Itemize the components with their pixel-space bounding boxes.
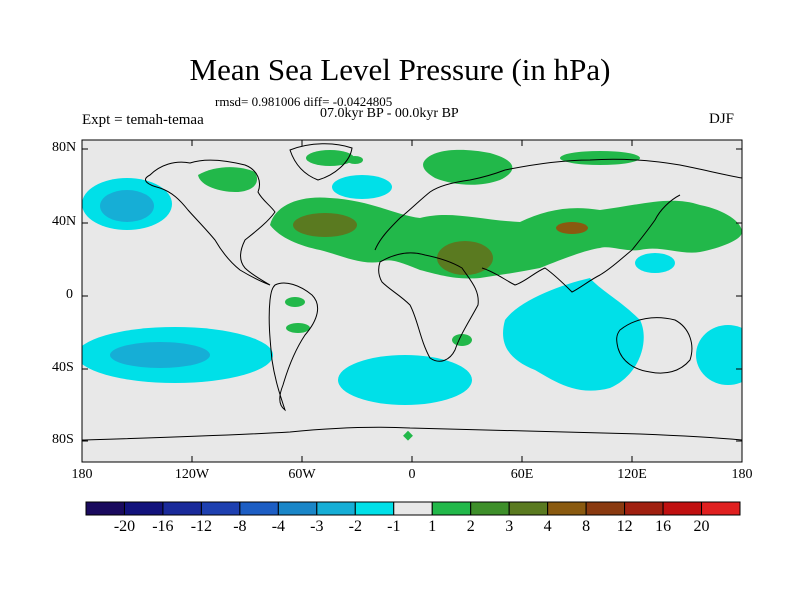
colorbar-label: 20 <box>693 518 710 535</box>
scandinavia-high <box>423 149 513 185</box>
west-pacific-low <box>635 253 675 273</box>
colorbar-box <box>239 501 279 516</box>
central-asia-high-core <box>556 222 588 234</box>
negative-anomaly-regions <box>82 175 742 405</box>
map-title: Mean Sea Level Pressure (in hPa) <box>189 52 611 87</box>
north-atlantic-high <box>198 167 258 192</box>
lat-label-40s: 40S <box>52 360 74 375</box>
colorbar-box <box>162 501 202 516</box>
south-pacific-low-core <box>110 342 210 368</box>
south-america-spot <box>286 323 310 333</box>
colorbar-box <box>316 501 356 516</box>
east-pacific-low <box>696 325 742 385</box>
colorbar-box <box>354 501 395 516</box>
south-america-coast <box>268 282 319 412</box>
north-pacific-low-core <box>100 190 154 222</box>
colorbar-box <box>662 501 703 516</box>
axis-ticks <box>82 140 742 462</box>
lon-label-60w: 60W <box>288 467 316 482</box>
colorbar-box <box>277 501 318 516</box>
colorbar-label: 4 <box>543 518 552 535</box>
colorbar-box <box>470 501 510 516</box>
north-america-coast <box>145 159 276 286</box>
colorbar-label: -20 <box>113 518 136 535</box>
lat-label-40n: 40N <box>52 214 77 229</box>
south-atlantic-low <box>338 355 472 405</box>
lon-label-120e: 120E <box>617 467 647 482</box>
colorbar-label: 12 <box>616 518 633 535</box>
colorbar-box <box>85 501 125 516</box>
colorbar-box <box>393 501 433 516</box>
australia-coast <box>616 317 693 374</box>
atlantic-spot <box>285 297 305 307</box>
siberia-high <box>560 151 640 165</box>
lat-label-80n: 80N <box>52 140 77 155</box>
colorbar-box <box>200 501 241 516</box>
period-text: 07.0kyr BP - 00.0kyr BP <box>320 106 459 121</box>
lat-label-0: 0 <box>66 287 73 302</box>
antarctic-spot <box>403 430 413 441</box>
africa-coast <box>378 252 479 362</box>
colorbar-label: -1 <box>387 518 401 535</box>
arctic-low <box>332 175 392 199</box>
colorbar-box <box>547 501 587 516</box>
colorbar-label: -8 <box>233 518 247 535</box>
colorbar-label: -3 <box>310 518 324 535</box>
colorbar-box <box>701 501 741 516</box>
lon-label-0: 0 <box>408 467 416 482</box>
experiment-label: Expt = temah-temaa <box>82 112 204 128</box>
colorbar-box <box>585 501 626 516</box>
mediterranean-high-core <box>293 213 357 237</box>
lon-label-60e: 60E <box>510 467 534 482</box>
antarctica-coast <box>82 426 742 441</box>
arctic-spot <box>347 156 363 164</box>
stats-text: rmsd= 0.981006 diff= -0.0424805 <box>215 94 393 109</box>
colorbar-box <box>123 501 164 516</box>
europe-coast <box>374 169 506 251</box>
lon-label-180e: 180 <box>731 467 753 482</box>
arabia-high-core <box>437 241 493 275</box>
colorbar-label: 16 <box>655 518 672 535</box>
greenland-coast <box>289 143 353 181</box>
coastlines <box>82 143 742 441</box>
colorbar-label: -12 <box>190 518 213 535</box>
indian-ocean-low <box>503 278 644 391</box>
greenland-high <box>306 150 354 166</box>
asia-coast <box>481 158 742 293</box>
colorbar-label: 2 <box>466 518 475 535</box>
colorbar-label: 3 <box>505 518 514 535</box>
colorbar-label: 8 <box>582 518 591 535</box>
colorbar-label: -4 <box>271 518 286 535</box>
lat-label-80s: 80S <box>52 432 74 447</box>
africa-spot <box>452 334 472 346</box>
lon-label-120w: 120W <box>174 467 210 482</box>
colorbar-box <box>624 501 664 516</box>
colorbar-box <box>431 501 472 516</box>
lon-label-180w: 180 <box>71 467 93 482</box>
colorbar-label: 1 <box>428 518 437 535</box>
map-background <box>82 140 742 462</box>
colorbar-label: -2 <box>348 518 362 535</box>
season-label: DJF <box>709 111 735 127</box>
colorbar-label: -16 <box>152 518 174 535</box>
colorbar-box <box>508 501 549 516</box>
